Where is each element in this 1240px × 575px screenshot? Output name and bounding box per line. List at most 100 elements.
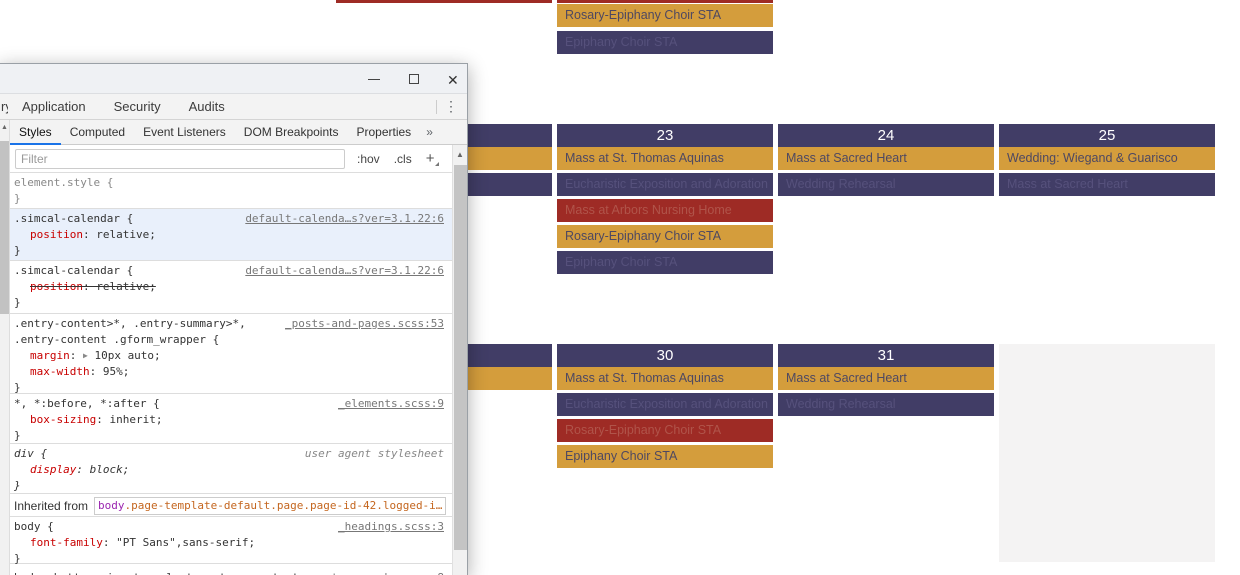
styles-pane-scrollbar[interactable]: ▲ — [452, 145, 467, 575]
stylesheet-link[interactable]: _posts-and-pages.scss:53 — [285, 317, 444, 330]
rule-close: } — [14, 429, 21, 442]
rule-typography-clipped[interactable]: body, button, input, select, optgroup, t… — [10, 564, 452, 575]
css-value[interactable]: : block; — [76, 463, 130, 476]
css-property[interactable]: position — [30, 280, 83, 293]
event-bar[interactable]: Rosary-Epiphany Choir STA — [557, 4, 773, 27]
day-header-31: 31 — [778, 344, 994, 368]
rule-universal[interactable]: *, *:before, *:after { box-sizing: inher… — [10, 394, 452, 444]
event-bar[interactable]: Wedding: Wiegand & Guarisco — [999, 147, 1215, 170]
stylesheet-link[interactable]: _typography.scss:8 — [325, 571, 444, 575]
stylesheet-link[interactable]: default-calenda…s?ver=3.1.22:6 — [245, 212, 444, 225]
inherited-node-link[interactable]: body.page-template-default.page.page-id-… — [94, 497, 447, 515]
rule-selector[interactable]: body { — [14, 520, 54, 533]
rule-selector[interactable]: .simcal-calendar { — [14, 264, 134, 277]
rule-entry-content[interactable]: .entry-content>*, .entry-summary>*, .ent… — [10, 314, 452, 394]
stylesheet-link[interactable]: default-calenda…s?ver=3.1.22:6 — [245, 264, 444, 277]
css-value[interactable]: : relative; — [82, 228, 156, 241]
event-bar[interactable]: Wedding Rehearsal — [778, 393, 994, 416]
rule-selector[interactable]: .entry-content .gform_wrapper { — [14, 333, 220, 346]
css-value[interactable]: : inherit; — [96, 413, 163, 426]
tab-audits[interactable]: Audits — [188, 99, 225, 114]
day-header-23: 23 — [557, 124, 773, 148]
tabbar-divider — [436, 100, 437, 114]
event-bar[interactable]: Mass at Sacred Heart — [778, 367, 994, 390]
styles-sidebar: Styles Computed Event Listeners DOM Brea… — [10, 120, 467, 575]
window-titlebar[interactable]: ✕ — [0, 64, 467, 94]
scroll-up-icon[interactable]: ▲ — [1, 124, 8, 131]
maximize-icon — [409, 74, 419, 84]
event-bar[interactable]: Rosary-Epiphany Choir STA — [557, 225, 773, 248]
css-property[interactable]: display — [30, 463, 77, 476]
event-bar[interactable]: Wedding Rehearsal — [778, 173, 994, 196]
event-bar-clipped[interactable] — [336, 0, 552, 3]
rule-selector[interactable]: element.style { — [14, 176, 114, 189]
expand-arrow-icon[interactable]: ▶ — [83, 351, 88, 360]
maximize-button[interactable] — [407, 72, 421, 86]
event-bar[interactable]: Epiphany Choir STA — [557, 445, 773, 468]
day-header-25: 25 — [999, 124, 1215, 148]
inherited-from-section: Inherited from body.page-template-defaul… — [10, 494, 452, 517]
event-bar[interactable]: Eucharistic Exposition and Adoration — [557, 173, 773, 196]
css-property[interactable]: position — [30, 228, 83, 241]
event-bar[interactable]: Mass at St. Thomas Aquinas — [557, 367, 773, 390]
event-bar[interactable]: Mass at St. Thomas Aquinas — [557, 147, 773, 170]
styles-filterbar: :hov .cls + — [10, 145, 452, 173]
empty-day-cell — [999, 344, 1215, 562]
devtools-window: ✕ ry Application Security Audits ⋮ ▲ Sty… — [0, 63, 468, 575]
rule-element-style[interactable]: element.style { } — [10, 173, 452, 209]
scrollbar-thumb[interactable] — [0, 141, 9, 314]
rule-simcal-calendar[interactable]: .simcal-calendar { position: relative; }… — [10, 209, 452, 261]
tab-application[interactable]: Application — [22, 99, 86, 114]
css-value[interactable]: 10px auto; — [87, 349, 161, 362]
tab-clipped[interactable]: ry — [1, 99, 8, 114]
stylesheet-link[interactable]: _headings.scss:3 — [338, 520, 444, 533]
subtab-computed[interactable]: Computed — [69, 124, 126, 139]
event-bar[interactable]: Mass at Sacred Heart — [778, 147, 994, 170]
kebab-menu-icon[interactable]: ⋮ — [444, 98, 458, 114]
more-tabs-icon[interactable]: » — [426, 125, 433, 139]
rule-selector[interactable]: .simcal-calendar { — [14, 212, 134, 225]
css-property[interactable]: max-width — [30, 365, 90, 378]
event-bar[interactable]: Epiphany Choir STA — [557, 31, 773, 54]
day-header-30: 30 — [557, 344, 773, 368]
subtab-event-listeners[interactable]: Event Listeners — [143, 124, 226, 139]
scrollbar-thumb[interactable] — [454, 165, 467, 550]
rule-selector[interactable]: .entry-content>*, .entry-summary>*, — [14, 317, 246, 330]
new-style-rule-button[interactable]: + — [426, 150, 440, 167]
css-property[interactable]: margin — [30, 349, 70, 362]
rule-selector[interactable]: body, button, input, select, optgroup, t… — [14, 571, 332, 575]
scroll-up-icon[interactable]: ▲ — [456, 150, 464, 159]
css-value[interactable]: : relative; — [82, 280, 156, 293]
rule-close: } — [14, 479, 21, 492]
event-bar[interactable]: Eucharistic Exposition and Adoration — [557, 393, 773, 416]
close-button[interactable]: ✕ — [447, 72, 461, 87]
rule-selector[interactable]: div { — [14, 447, 48, 460]
stylesheet-link[interactable]: _elements.scss:9 — [338, 397, 444, 410]
event-bar[interactable]: Mass at Arbors Nursing Home — [557, 199, 773, 222]
css-property[interactable]: box-sizing — [30, 413, 97, 426]
styles-pane: element.style { } .simcal-calendar { pos… — [10, 173, 452, 575]
css-value[interactable]: : 95%; — [89, 365, 130, 378]
subtab-styles[interactable]: Styles — [10, 120, 61, 145]
rule-div-user-agent[interactable]: div { display: block; } user agent style… — [10, 444, 452, 494]
day-header-24: 24 — [778, 124, 994, 148]
filter-input[interactable] — [15, 148, 345, 169]
rule-simcal-calendar-overridden[interactable]: .simcal-calendar { position: relative; }… — [10, 261, 452, 314]
pseudo-state-toggle[interactable]: :hov — [357, 151, 380, 166]
subtab-dom-breakpoints[interactable]: DOM Breakpoints — [243, 124, 339, 139]
user-agent-stylesheet-label: user agent stylesheet — [304, 447, 444, 460]
event-bar[interactable]: Mass at Sacred Heart — [999, 173, 1215, 196]
css-value[interactable]: : "PT Sans",sans-serif; — [102, 536, 256, 549]
subtab-properties[interactable]: Properties — [356, 124, 412, 139]
event-bar-clipped[interactable] — [557, 0, 773, 3]
rule-selector[interactable]: *, *:before, *:after { — [14, 397, 160, 410]
tab-security[interactable]: Security — [113, 99, 161, 114]
css-property[interactable]: font-family — [30, 536, 103, 549]
event-bar[interactable]: Rosary-Epiphany Choir STA — [557, 419, 773, 442]
elements-panel-scrollbar[interactable]: ▲ — [0, 120, 10, 575]
event-bar[interactable]: Epiphany Choir STA — [557, 251, 773, 274]
class-toggle[interactable]: .cls — [393, 151, 412, 166]
minimize-button[interactable] — [367, 72, 381, 86]
rule-body[interactable]: body { font-family: "PT Sans",sans-serif… — [10, 517, 452, 565]
